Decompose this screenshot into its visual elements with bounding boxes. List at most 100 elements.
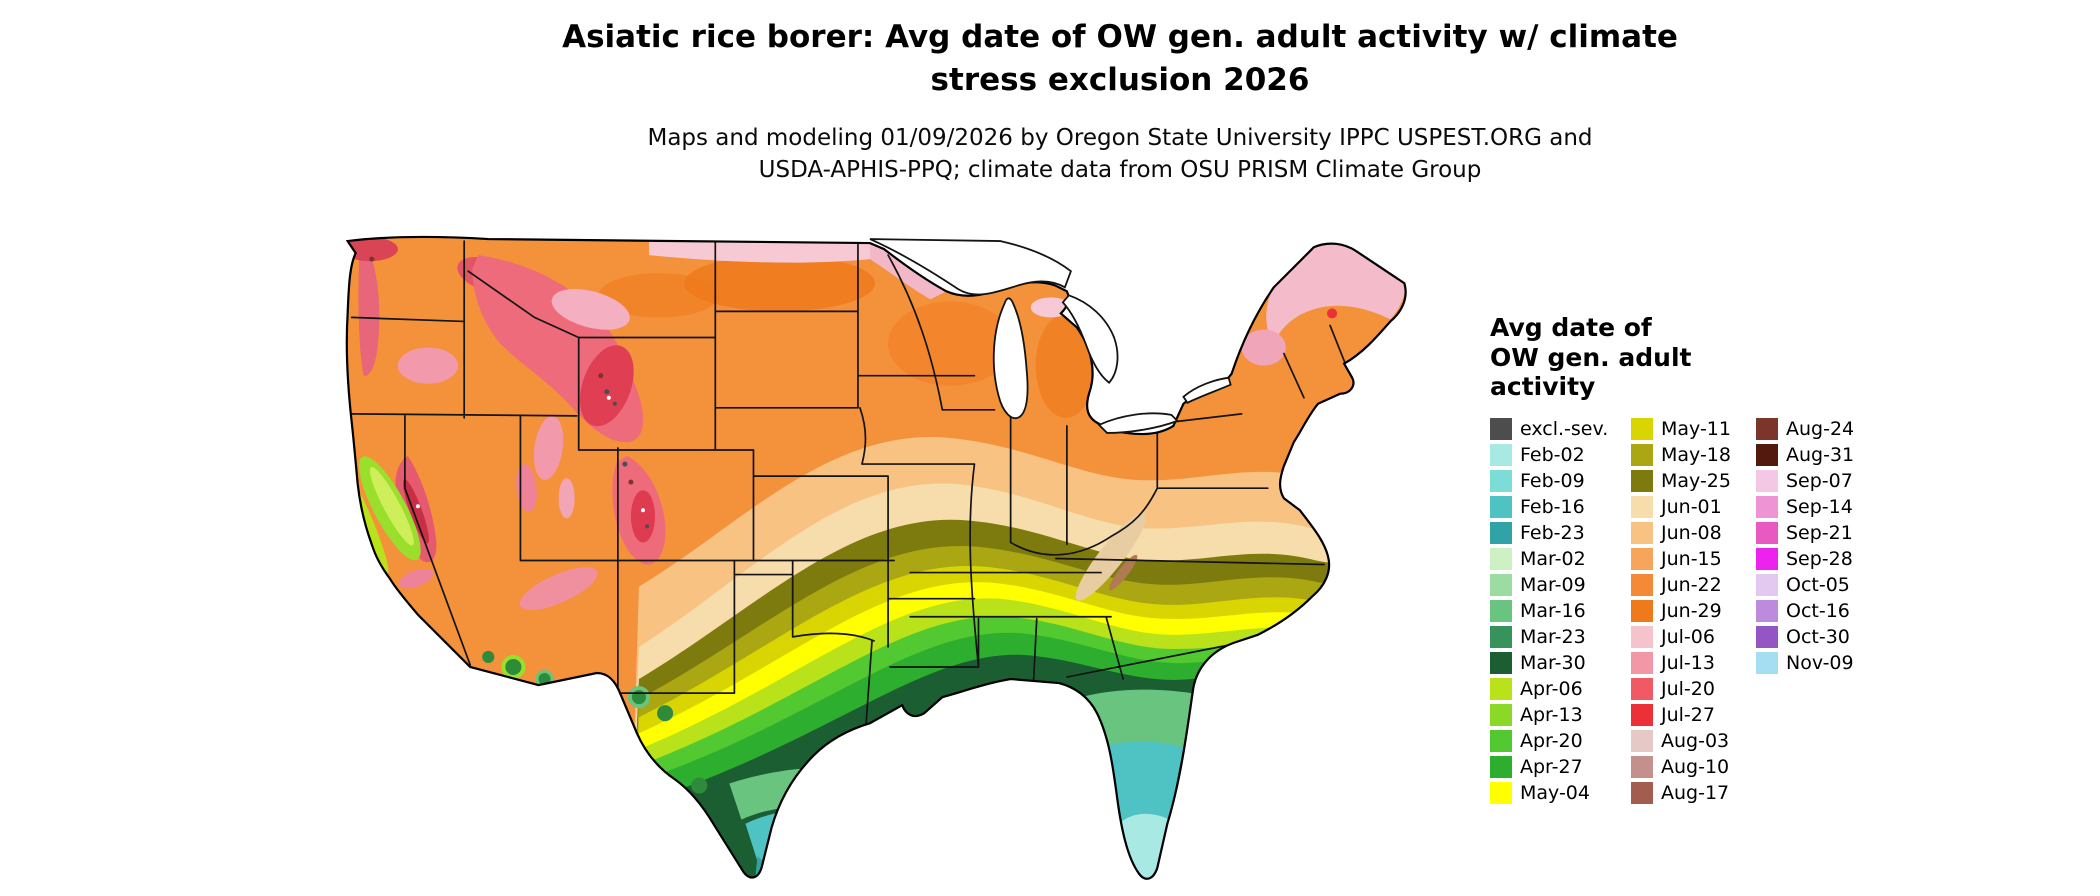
legend: Avg date of OW gen. adult activity excl.… xyxy=(1490,313,1930,806)
legend-swatch xyxy=(1490,417,1512,440)
legend-swatch xyxy=(1490,547,1512,570)
legend-swatch xyxy=(1756,573,1778,596)
legend-entry: Jun-22 xyxy=(1631,572,1756,598)
legend-entry: Jun-08 xyxy=(1631,520,1756,546)
legend-swatch xyxy=(1631,599,1653,622)
legend-entry: Apr-27 xyxy=(1490,754,1631,780)
legend-entry: Aug-24 xyxy=(1756,416,1854,442)
us-outline xyxy=(345,235,1407,880)
legend-swatch xyxy=(1631,443,1653,466)
lake-erie xyxy=(1097,412,1180,434)
legend-swatch xyxy=(1490,729,1512,752)
legend-swatch xyxy=(1490,677,1512,700)
legend-swatch xyxy=(1756,495,1778,518)
legend-swatch xyxy=(1490,443,1512,466)
legend-entry: May-18 xyxy=(1631,442,1756,468)
legend-entry: Jul-27 xyxy=(1631,702,1756,728)
legend-entry: excl.-sev. xyxy=(1490,416,1631,442)
legend-label: May-11 xyxy=(1661,417,1731,440)
us-map xyxy=(345,235,1407,880)
legend-entry: Sep-28 xyxy=(1756,546,1854,572)
legend-swatch xyxy=(1631,547,1653,570)
lake-huron xyxy=(1061,294,1119,384)
legend-label: Sep-28 xyxy=(1786,547,1853,570)
legend-entry: Oct-05 xyxy=(1756,572,1854,598)
legend-entry: Aug-17 xyxy=(1631,780,1756,806)
legend-label: May-04 xyxy=(1520,781,1590,804)
legend-entry: Sep-07 xyxy=(1756,468,1854,494)
legend-swatch xyxy=(1490,495,1512,518)
legend-swatch xyxy=(1490,469,1512,492)
legend-label: Aug-17 xyxy=(1661,781,1730,804)
legend-swatch xyxy=(1756,651,1778,674)
legend-label: May-18 xyxy=(1661,443,1731,466)
legend-label: Jun-29 xyxy=(1661,599,1722,622)
legend-label: Aug-03 xyxy=(1661,729,1730,752)
legend-label: Oct-16 xyxy=(1786,599,1850,622)
legend-entry: Feb-23 xyxy=(1490,520,1631,546)
legend-label: Feb-09 xyxy=(1520,469,1585,492)
legend-swatch xyxy=(1756,547,1778,570)
legend-entry: Mar-23 xyxy=(1490,624,1631,650)
legend-entry: Aug-03 xyxy=(1631,728,1756,754)
legend-swatch xyxy=(1631,573,1653,596)
legend-label: Jul-13 xyxy=(1661,651,1715,674)
legend-entry: Mar-02 xyxy=(1490,546,1631,572)
legend-label: Jul-06 xyxy=(1661,625,1715,648)
legend-swatch xyxy=(1490,651,1512,674)
legend-entry: Oct-16 xyxy=(1756,598,1854,624)
legend-label: Oct-30 xyxy=(1786,625,1850,648)
legend-swatch xyxy=(1490,625,1512,648)
legend-label: Nov-09 xyxy=(1786,651,1854,674)
legend-label: Aug-24 xyxy=(1786,417,1855,440)
legend-swatch xyxy=(1756,599,1778,622)
legend-label: Jul-20 xyxy=(1661,677,1715,700)
lake-superior xyxy=(869,238,1072,296)
legend-swatch xyxy=(1756,443,1778,466)
map-subtitle: Maps and modeling 01/09/2026 by Oregon S… xyxy=(647,124,1593,183)
legend-label: excl.-sev. xyxy=(1520,417,1609,440)
great-lakes xyxy=(869,238,1232,434)
legend-label: Apr-27 xyxy=(1520,755,1583,778)
legend-label: Oct-05 xyxy=(1786,573,1850,596)
legend-label: Feb-23 xyxy=(1520,521,1585,544)
legend-entry: Jun-01 xyxy=(1631,494,1756,520)
legend-label: May-25 xyxy=(1661,469,1731,492)
legend-swatch xyxy=(1631,417,1653,440)
legend-label: Mar-16 xyxy=(1520,599,1586,622)
legend-entry: Jul-13 xyxy=(1631,650,1756,676)
legend-label: Apr-20 xyxy=(1520,729,1583,752)
legend-swatch xyxy=(1490,573,1512,596)
legend-swatch xyxy=(1631,729,1653,752)
legend-swatch xyxy=(1490,521,1512,544)
legend-swatch xyxy=(1631,781,1653,804)
legend-label: Sep-07 xyxy=(1786,469,1853,492)
legend-label: Jul-27 xyxy=(1661,703,1715,726)
legend-swatch xyxy=(1631,703,1653,726)
legend-entry: Feb-02 xyxy=(1490,442,1631,468)
legend-columns: excl.-sev. Feb-02 Feb-09 Feb-16 Feb-23 Mar-02… xyxy=(1490,416,1930,806)
legend-entry: Nov-09 xyxy=(1756,650,1854,676)
legend-entry: May-25 xyxy=(1631,468,1756,494)
legend-entry: Jul-06 xyxy=(1631,624,1756,650)
legend-swatch xyxy=(1490,703,1512,726)
legend-entry: Jun-15 xyxy=(1631,546,1756,572)
lake-ontario xyxy=(1182,376,1232,404)
legend-entry: Mar-30 xyxy=(1490,650,1631,676)
legend-swatch xyxy=(1631,495,1653,518)
legend-swatch xyxy=(1756,625,1778,648)
legend-label: Feb-16 xyxy=(1520,495,1585,518)
legend-label: Feb-02 xyxy=(1520,443,1585,466)
legend-swatch xyxy=(1756,469,1778,492)
legend-label: Mar-09 xyxy=(1520,573,1586,596)
legend-entry: Mar-09 xyxy=(1490,572,1631,598)
legend-column: Aug-24 Aug-31 Sep-07 Sep-14 Sep-21 Sep-28 Oct-… xyxy=(1756,416,1854,676)
lake-michigan xyxy=(992,297,1029,419)
legend-entry: Apr-20 xyxy=(1490,728,1631,754)
legend-entry: Sep-14 xyxy=(1756,494,1854,520)
legend-entry: Aug-10 xyxy=(1631,754,1756,780)
legend-title: Avg date of OW gen. adult activity xyxy=(1490,313,1692,401)
legend-label: Sep-14 xyxy=(1786,495,1853,518)
legend-swatch xyxy=(1631,521,1653,544)
legend-entry: May-11 xyxy=(1631,416,1756,442)
